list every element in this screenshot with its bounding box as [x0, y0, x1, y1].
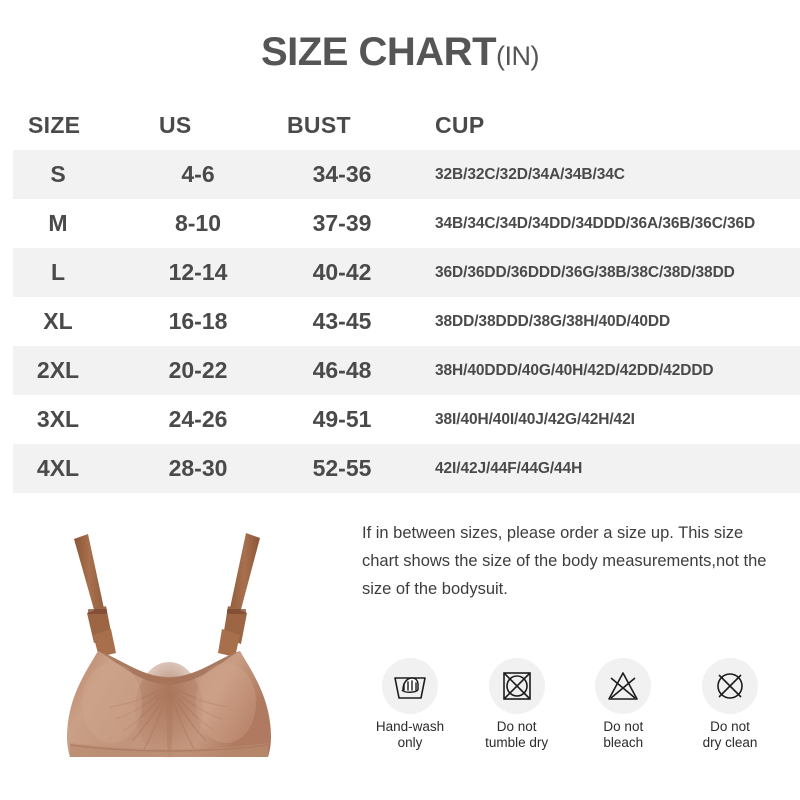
no-tumble-dry-icon [502, 672, 531, 700]
column-header-cup: CUP [435, 111, 485, 138]
cell-us: 24-26 [168, 406, 228, 432]
cell-bust: 52-55 [312, 455, 372, 481]
table-row: L 12-14 40-42 36D/36DD/36DDD/36G/38B/38C… [13, 248, 800, 297]
cell-bust: 46-48 [312, 357, 372, 383]
page-title-main: SIZE CHART [261, 30, 497, 74]
cell-us: 8-10 [174, 210, 222, 236]
page-title-unit: (IN) [496, 41, 539, 71]
cell-us: 12-14 [168, 259, 228, 285]
cell-cup: 36D/36DD/36DDD/36G/38B/38C/38D/38DD [435, 263, 735, 281]
cell-cup: 34B/34C/34D/34DD/34DDD/36A/36B/36C/36D [435, 214, 756, 232]
cell-cup: 38DD/38DDD/38G/38H/40D/40DD [435, 312, 671, 330]
bralette-photo [30, 505, 360, 785]
column-header-bust: BUST [287, 111, 351, 138]
care-item-no-tumble-dry: Do not tumble dry [467, 658, 567, 751]
care-item-no-dry-clean: Do not dry clean [680, 658, 780, 751]
care-badge [382, 658, 438, 714]
table-header-row: SIZE US BUST CUP [13, 100, 800, 150]
cell-us: 4-6 [181, 161, 215, 187]
cell-size: 2XL [36, 357, 80, 383]
care-badge [488, 658, 545, 714]
cell-bust: 43-45 [312, 308, 372, 334]
cell-bust: 34-36 [312, 161, 372, 187]
cell-bust: 37-39 [312, 210, 372, 236]
page-title: SIZE CHART(IN) [0, 0, 800, 74]
cell-size: XL [43, 308, 73, 334]
bralette-illustration [67, 533, 271, 758]
cell-us: 28-30 [168, 455, 228, 481]
care-label: Do not tumble dry [485, 719, 549, 750]
table-row: 3XL 24-26 49-51 38I/40H/40I/40J/42G/42H/… [13, 395, 800, 444]
care-instructions: Hand-wash only Do not tumble dry [360, 658, 780, 751]
table-row: XL 16-18 43-45 38DD/38DDD/38G/38H/40D/40… [13, 297, 800, 346]
size-chart-table: SIZE US BUST CUP S 4-6 34-36 32B/32C/32D… [13, 100, 800, 493]
cell-cup: 38I/40H/40I/40J/42G/42H/42I [435, 410, 635, 428]
care-label: Hand-wash only [375, 719, 445, 750]
cell-size: S [50, 161, 66, 187]
no-dry-clean-icon [717, 673, 743, 699]
cell-cup: 32B/32C/32D/34A/34B/34C [435, 165, 625, 183]
cell-us: 20-22 [168, 357, 228, 383]
cell-size: L [50, 259, 66, 285]
hand-wash-icon [394, 677, 426, 699]
cell-cup: 42I/42J/44F/44G/44H [435, 459, 583, 477]
table-row: 4XL 28-30 52-55 42I/42J/44F/44G/44H [13, 444, 800, 493]
table-body: S 4-6 34-36 32B/32C/32D/34A/34B/34C M 8-… [13, 150, 800, 493]
no-bleach-icon [608, 672, 639, 700]
care-badge [595, 658, 652, 714]
cell-us: 16-18 [168, 308, 228, 334]
cell-bust: 49-51 [312, 406, 372, 432]
table-row: M 8-10 37-39 34B/34C/34D/34DD/34DDD/36A/… [13, 199, 800, 248]
cell-bust: 40-42 [312, 259, 372, 285]
care-label: Do not dry clean [702, 719, 758, 750]
table-header: SIZE US BUST CUP [13, 100, 800, 150]
care-badge [701, 658, 758, 714]
table-row: S 4-6 34-36 32B/32C/32D/34A/34B/34C [13, 150, 800, 199]
column-header-us: US [159, 111, 192, 138]
care-label: Do not bleach [603, 719, 644, 750]
lower-section: If in between sizes, please order a size… [0, 500, 800, 800]
sizing-note: If in between sizes, please order a size… [362, 524, 767, 598]
cell-size: 3XL [36, 406, 80, 432]
care-item-no-bleach: Do not bleach [573, 658, 673, 751]
column-header-size: SIZE [28, 111, 81, 138]
care-item-hand-wash: Hand-wash only [360, 658, 460, 751]
cell-size: 4XL [36, 455, 80, 481]
table-row: 2XL 20-22 46-48 38H/40DDD/40G/40H/42D/42… [13, 346, 800, 395]
cell-cup: 38H/40DDD/40G/40H/42D/42DD/42DDD [435, 361, 714, 379]
cell-size: M [48, 210, 68, 236]
